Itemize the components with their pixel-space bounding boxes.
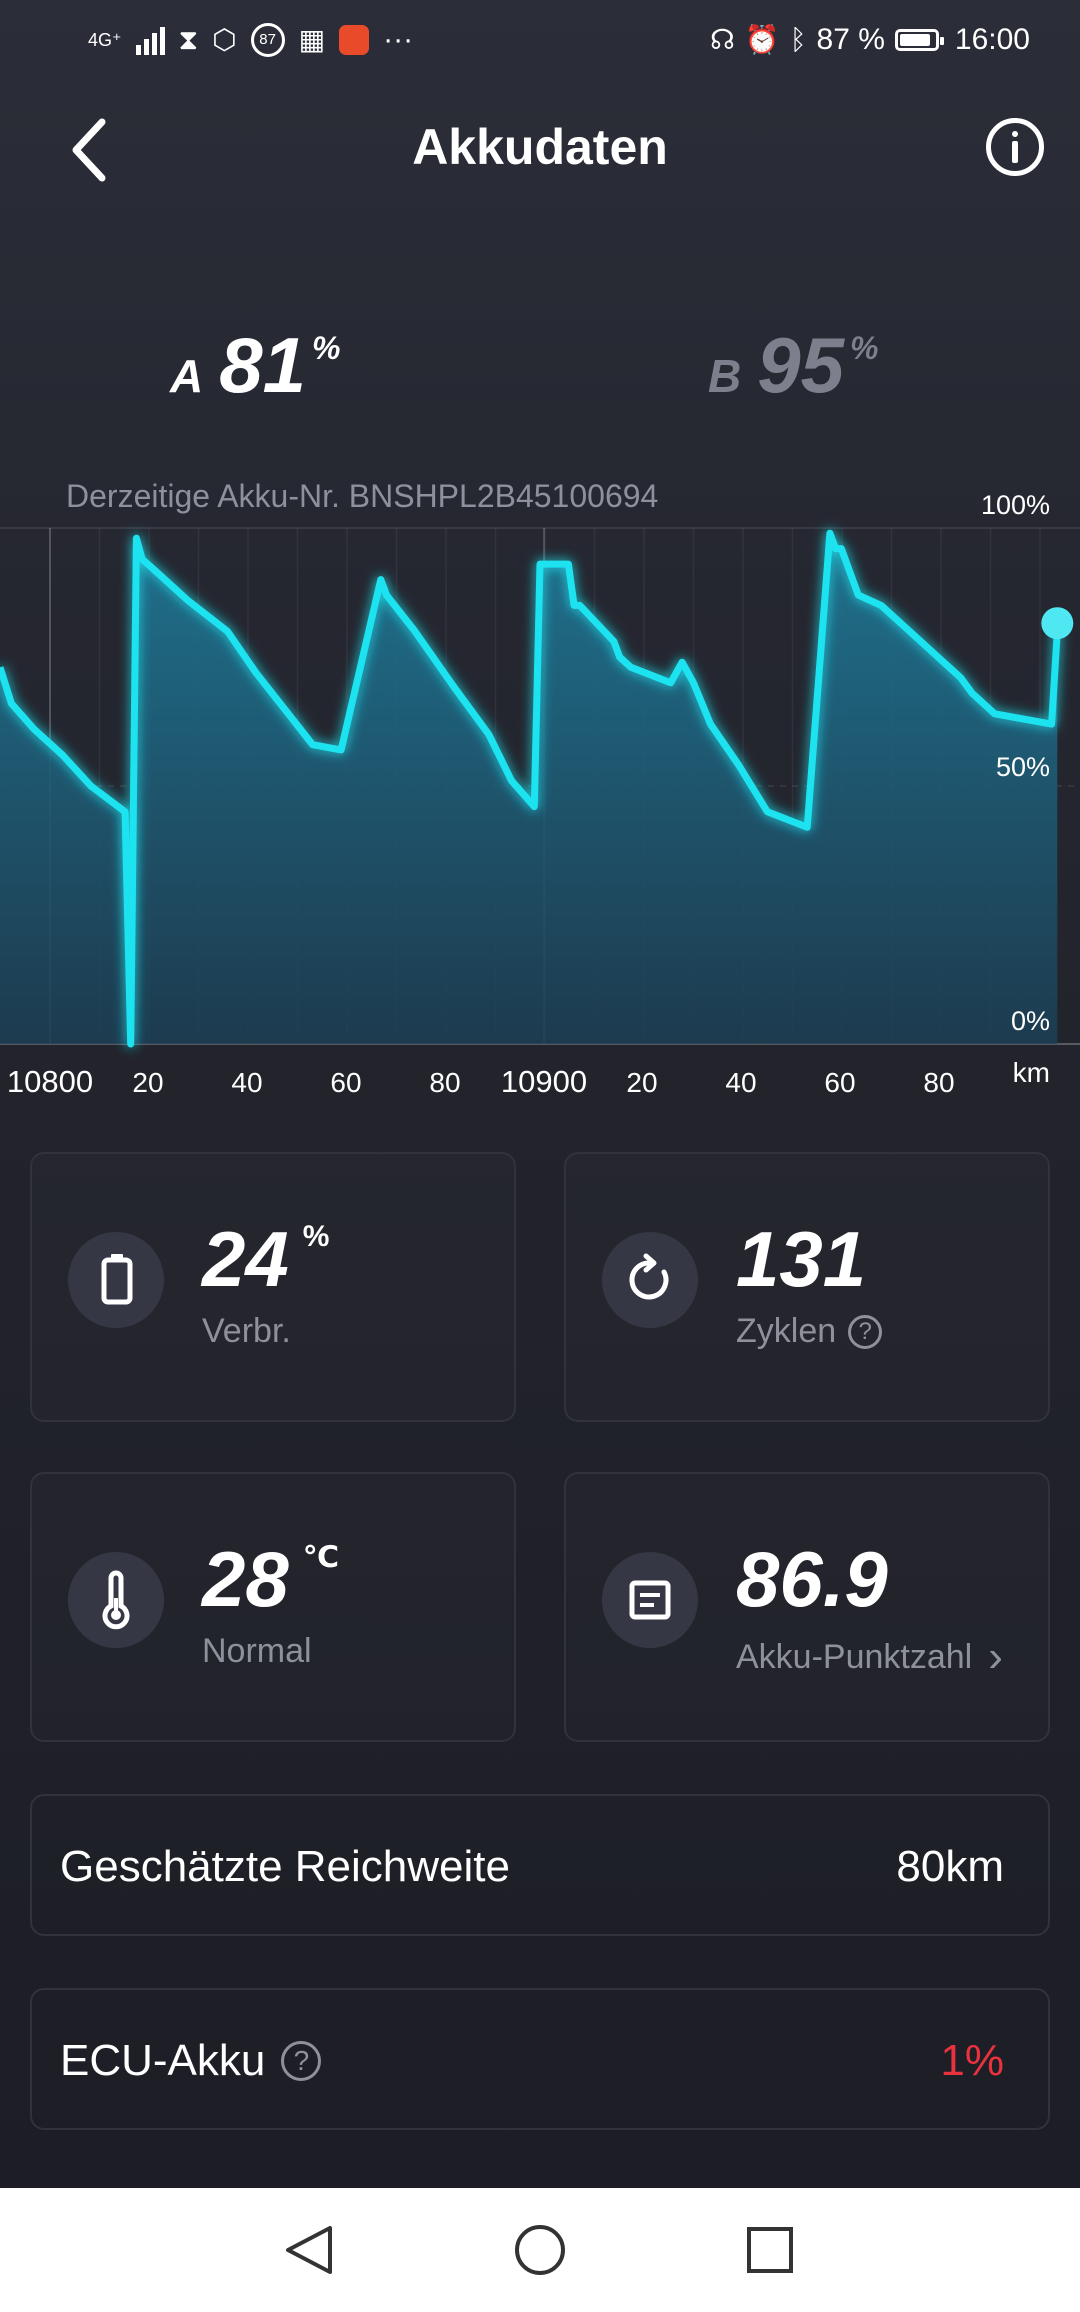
chart-area-fill xyxy=(0,533,1058,1044)
chart-x-tick-label: 80 xyxy=(429,1067,460,1098)
nav-recents-icon[interactable] xyxy=(747,2227,793,2273)
battery-a-value: 81 xyxy=(219,321,306,409)
shield-icon: ⬡ xyxy=(212,24,237,55)
clock: 16:00 xyxy=(954,23,1030,56)
temperature-unit: ℃ xyxy=(302,1541,340,1574)
page-title: Akkudaten xyxy=(412,119,668,175)
chart-x-tick-label: 60 xyxy=(330,1067,361,1098)
chart-current-point xyxy=(1041,607,1074,640)
chart-x-tick-label: 80 xyxy=(923,1067,954,1098)
info-icon[interactable] xyxy=(986,118,1044,176)
signal-icon xyxy=(135,25,165,55)
system-navigation-bar xyxy=(0,2188,1080,2312)
ecu-battery-label: ECU-Akku xyxy=(60,2036,266,2085)
more-notifications: ··· xyxy=(383,23,414,56)
ecu-battery-row[interactable]: ECU-Akku? 1% xyxy=(30,1988,1050,2130)
temperature-card[interactable]: 28 ℃ Normal xyxy=(30,1472,516,1742)
chart-series-line xyxy=(0,529,1061,1048)
consumption-value: 24 xyxy=(202,1215,289,1303)
chart-y-tick-label: 50% xyxy=(996,752,1050,782)
alarm-icon: ⏰ xyxy=(744,24,780,55)
temperature-status: Normal xyxy=(202,1632,312,1670)
nav-home-icon[interactable] xyxy=(515,2225,565,2275)
calendar-icon: ▦ xyxy=(298,24,326,55)
battery-a-level[interactable]: A 81% xyxy=(170,320,340,411)
nav-back-icon[interactable] xyxy=(286,2226,332,2274)
chart-x-tick-label: 20 xyxy=(626,1067,657,1098)
temperature-value: 28 xyxy=(202,1535,289,1623)
chart-x-tick-label: 10900 xyxy=(501,1064,587,1099)
chart-x-tick-label: 40 xyxy=(231,1067,262,1098)
bluetooth-icon: ᛒ xyxy=(789,24,807,55)
headphones-icon: ☊ xyxy=(709,24,735,55)
battery-percent: 87 % xyxy=(816,23,885,56)
ecu-battery-value: 1% xyxy=(940,2036,1004,2085)
battery-icon xyxy=(68,1232,164,1328)
help-icon[interactable]: ? xyxy=(848,1314,883,1349)
estimated-range-value: 80km xyxy=(896,1842,1004,1891)
estimated-range-row[interactable]: Geschätzte Reichweite 80km xyxy=(30,1794,1050,1936)
cycles-card[interactable]: 131 Zyklen? xyxy=(564,1152,1050,1422)
status-bar: 4G⁺ ⧗ ⬡ 87 ▦ ··· ☊ ⏰ ᛒ 87 % 16:00 xyxy=(0,0,1080,80)
hourglass-icon: ⧗ xyxy=(178,24,199,55)
chart-y-tick-label: 0% xyxy=(1011,1006,1050,1036)
chart-x-tick-label: 10800 xyxy=(7,1064,93,1099)
chart-x-unit-label: km xyxy=(1013,1057,1050,1088)
battery-a-label: A xyxy=(170,350,204,402)
report-icon xyxy=(602,1552,698,1648)
battery-icon xyxy=(894,29,944,51)
battery-score-label: Akku-Punktzahl xyxy=(736,1637,973,1676)
consumption-card[interactable]: 24% Verbr. xyxy=(30,1152,516,1422)
battery-b-level[interactable]: B 95% xyxy=(708,320,878,411)
chart-x-tick-label: 40 xyxy=(725,1067,756,1098)
estimated-range-label: Geschätzte Reichweite xyxy=(60,1842,510,1891)
back-chevron-icon[interactable] xyxy=(62,110,122,190)
help-icon[interactable]: ? xyxy=(281,2041,322,2081)
network-type: 4G⁺ xyxy=(88,30,122,50)
chevron-right-icon: › xyxy=(988,1632,1003,1681)
thermometer-icon xyxy=(68,1552,164,1648)
battery-serial-number: Derzeitige Akku-Nr. BNSHPL2B45100694 xyxy=(66,478,659,514)
consumption-unit: % xyxy=(302,1220,330,1253)
chart-y-tick-label: 100% xyxy=(981,490,1050,520)
cycles-label: Zyklen xyxy=(736,1312,837,1350)
battery-b-label: B xyxy=(708,350,742,402)
cycles-value: 131 xyxy=(736,1215,867,1303)
battery-a-unit: % xyxy=(312,330,341,366)
background xyxy=(0,0,1080,2188)
app-notification-icon xyxy=(339,25,370,55)
battery-score-card[interactable]: 86.9 Akku-Punktzahl › xyxy=(564,1472,1050,1742)
battery-score-value: 86.9 xyxy=(736,1535,888,1623)
battery-b-value: 95 xyxy=(757,321,844,409)
notification-badge: 87 xyxy=(250,23,285,57)
refresh-icon xyxy=(602,1232,698,1328)
battery-history-chart[interactable]: 100% 50% 0% 10800 20 40 60 80 10900 20 40 60 80 km xyxy=(0,480,1080,1100)
chart-x-tick-label: 60 xyxy=(824,1067,855,1098)
chart-x-tick-label: 20 xyxy=(132,1067,163,1098)
consumption-label: Verbr. xyxy=(202,1312,291,1350)
battery-b-unit: % xyxy=(850,330,879,366)
